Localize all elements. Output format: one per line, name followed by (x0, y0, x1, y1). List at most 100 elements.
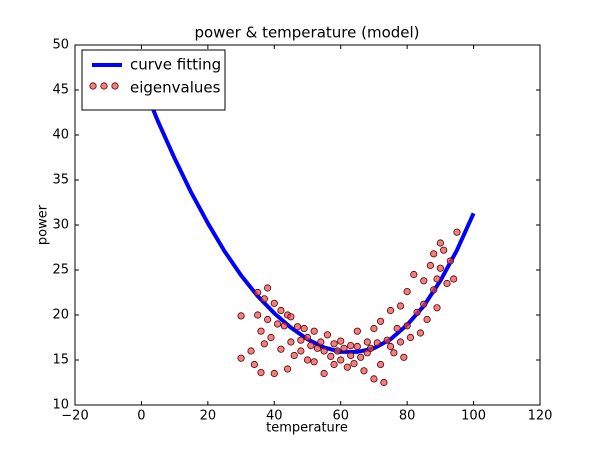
scatter-point (376, 317, 385, 325)
scatter-point (333, 347, 341, 355)
scatter-point (430, 286, 438, 294)
scatter-point (280, 322, 288, 330)
scatter-point (320, 347, 328, 355)
x-axis-label: temperature (266, 421, 348, 436)
scatter-point (264, 315, 272, 324)
scatter-point (340, 344, 348, 352)
scatter-point (353, 327, 361, 335)
y-tick-label: 50 (52, 38, 69, 53)
scatter-point (426, 261, 434, 270)
scatter-point (303, 356, 312, 364)
scatter-point (337, 356, 345, 364)
scatter-point (446, 257, 454, 265)
scatter-point (430, 250, 438, 258)
scatter-point (237, 312, 245, 320)
scatter-point (260, 295, 268, 303)
x-tick-label: 100 (461, 409, 486, 424)
scatter-point (257, 368, 265, 377)
scatter-point (403, 287, 411, 296)
chart-title: power & temperature (model) (194, 24, 419, 42)
scatter-point (320, 369, 328, 378)
scatter-point (373, 339, 381, 347)
scatter-point (380, 378, 388, 387)
x-tick-label: 120 (528, 409, 553, 424)
scatter-point (433, 304, 441, 312)
y-tick-label: 40 (52, 128, 69, 143)
x-tick-label: 0 (137, 409, 145, 424)
x-tick-label: 40 (266, 409, 283, 424)
scatter-point (267, 333, 275, 342)
scatter-point (400, 353, 408, 361)
scatter-point (406, 333, 415, 342)
scatter-point (327, 352, 335, 360)
scatter-point (293, 323, 302, 331)
scatter-point (330, 360, 338, 369)
scatter-point (317, 338, 325, 346)
scatter-point (370, 375, 378, 383)
legend: curve fitting eigenvalues (81, 49, 226, 111)
y-tick-label: 30 (52, 218, 69, 233)
scatter-point (287, 338, 295, 346)
axes: −20 0 20 40 60 80 100 120 10 15 20 25 30 35 40 45 50 (52, 38, 552, 424)
y-axis-label: power (36, 204, 51, 245)
scatter-point (363, 338, 371, 346)
scatter-point (257, 327, 265, 335)
y-tick-label: 45 (52, 83, 69, 98)
scatter-point (416, 329, 425, 337)
scatter-point (303, 333, 312, 342)
scatter-point (264, 284, 272, 292)
scatter-point (347, 341, 355, 350)
scatter-point (403, 322, 411, 330)
scatter-point (443, 279, 451, 288)
scatter-point (260, 340, 268, 348)
scatter-point (350, 359, 358, 368)
scatter-point (343, 363, 351, 371)
scatter-point (420, 300, 428, 308)
scatter-point (313, 344, 322, 352)
scatter-point (270, 369, 278, 378)
scatter-point (254, 288, 262, 297)
scatter-point (277, 306, 285, 315)
scatter-point (396, 338, 405, 346)
scatter-point (274, 320, 282, 328)
legend-marker (111, 82, 119, 90)
scatter-point (440, 246, 448, 254)
scatter-point (287, 313, 295, 321)
scatter-point (330, 340, 338, 348)
scatter-point (383, 336, 391, 344)
scatter-point (297, 347, 305, 355)
y-tick-label: 35 (52, 173, 69, 188)
scatter-point (357, 353, 365, 361)
scatter-point (283, 365, 292, 373)
scatter-point (436, 239, 444, 247)
scatter-point (376, 360, 385, 369)
y-tick-label: 10 (52, 398, 69, 413)
scatter-point (277, 345, 285, 353)
scatter-point (413, 308, 421, 316)
scatter-point (450, 275, 458, 283)
legend-box (81, 49, 226, 111)
scatter-point (433, 275, 441, 283)
y-tick-label: 20 (52, 308, 69, 323)
y-tick-label: 25 (52, 263, 69, 278)
scatter-point (353, 342, 361, 351)
x-tick-label: 80 (399, 409, 416, 424)
legend-marker (89, 82, 97, 90)
scatter-point (307, 341, 315, 350)
scatter-point (410, 270, 418, 279)
scatter-point (300, 324, 308, 333)
scatter-point (386, 306, 395, 315)
scatter-point (436, 264, 444, 272)
scatter-point (347, 351, 355, 360)
scatter-point (420, 277, 428, 285)
scatter-point (290, 351, 298, 360)
scatter-point (247, 347, 255, 355)
scatter-point (270, 299, 278, 307)
scatter-point (453, 228, 461, 236)
x-tick-label: 20 (200, 409, 217, 424)
scatter-point (250, 360, 258, 369)
x-tick-label: −20 (61, 409, 88, 424)
plot-area (139, 80, 476, 387)
scatter-point (360, 367, 368, 375)
y-tick-label: 15 (52, 353, 69, 368)
